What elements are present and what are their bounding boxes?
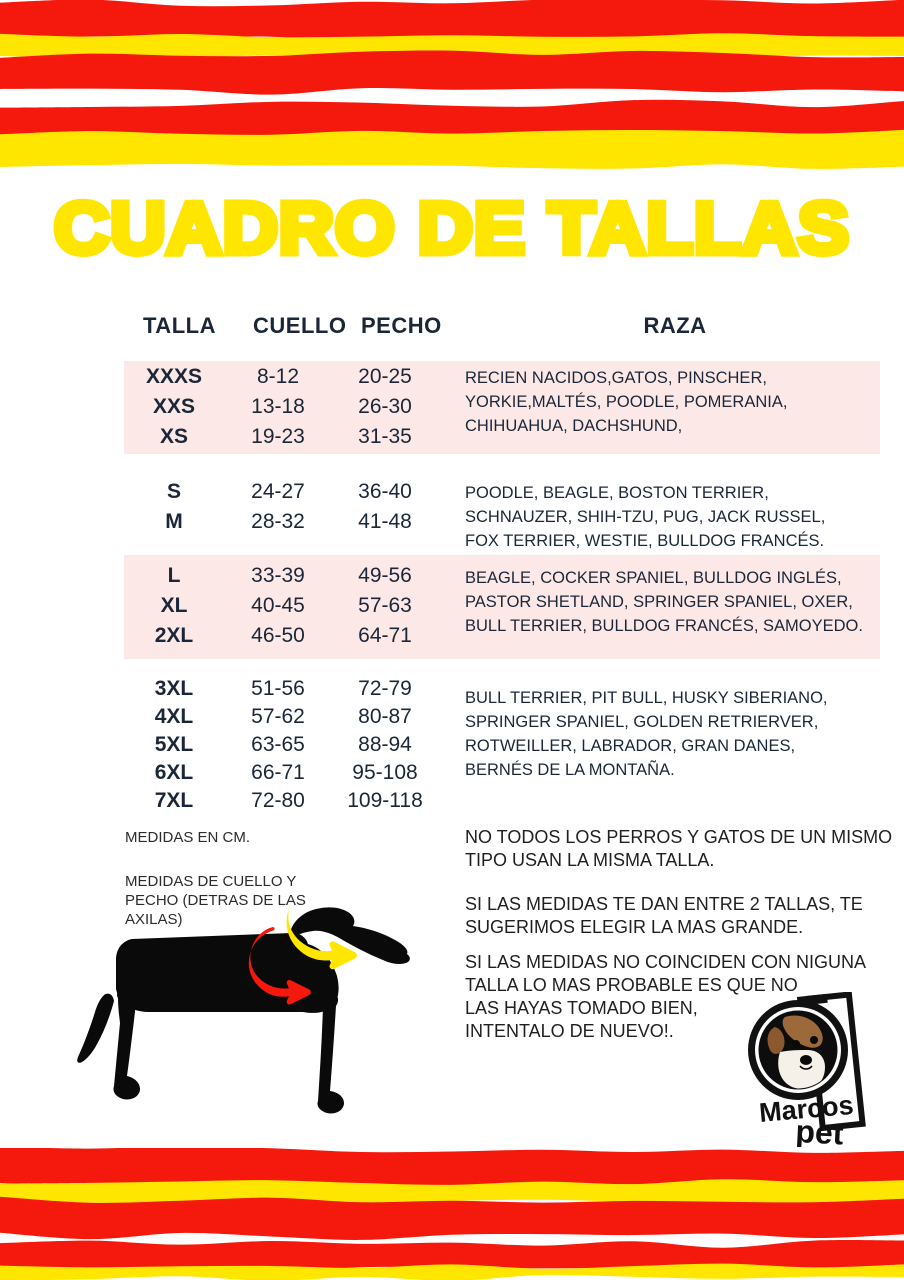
- svg-text:pet: pet: [795, 1113, 845, 1147]
